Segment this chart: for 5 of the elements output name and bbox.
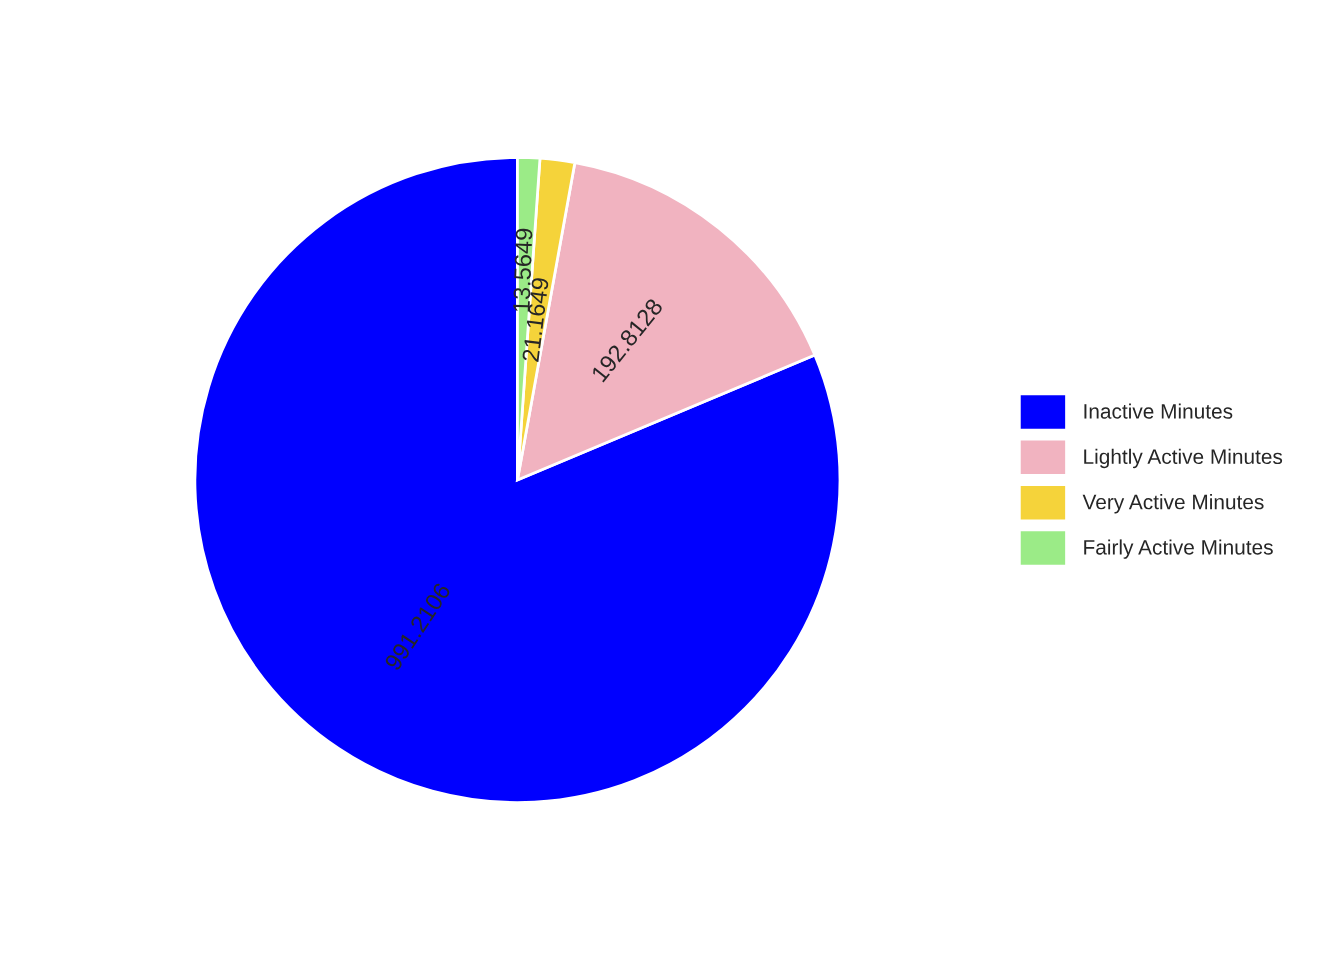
legend-label: Very Active Minutes <box>1082 494 1264 514</box>
legend-label: Inactive Minutes <box>1084 403 1233 419</box>
legend-label: Fairly Active Minutes <box>1084 539 1273 559</box>
legend-label: Lightly Active Minutes <box>1084 448 1283 469</box>
pie-slice <box>193 156 842 804</box>
